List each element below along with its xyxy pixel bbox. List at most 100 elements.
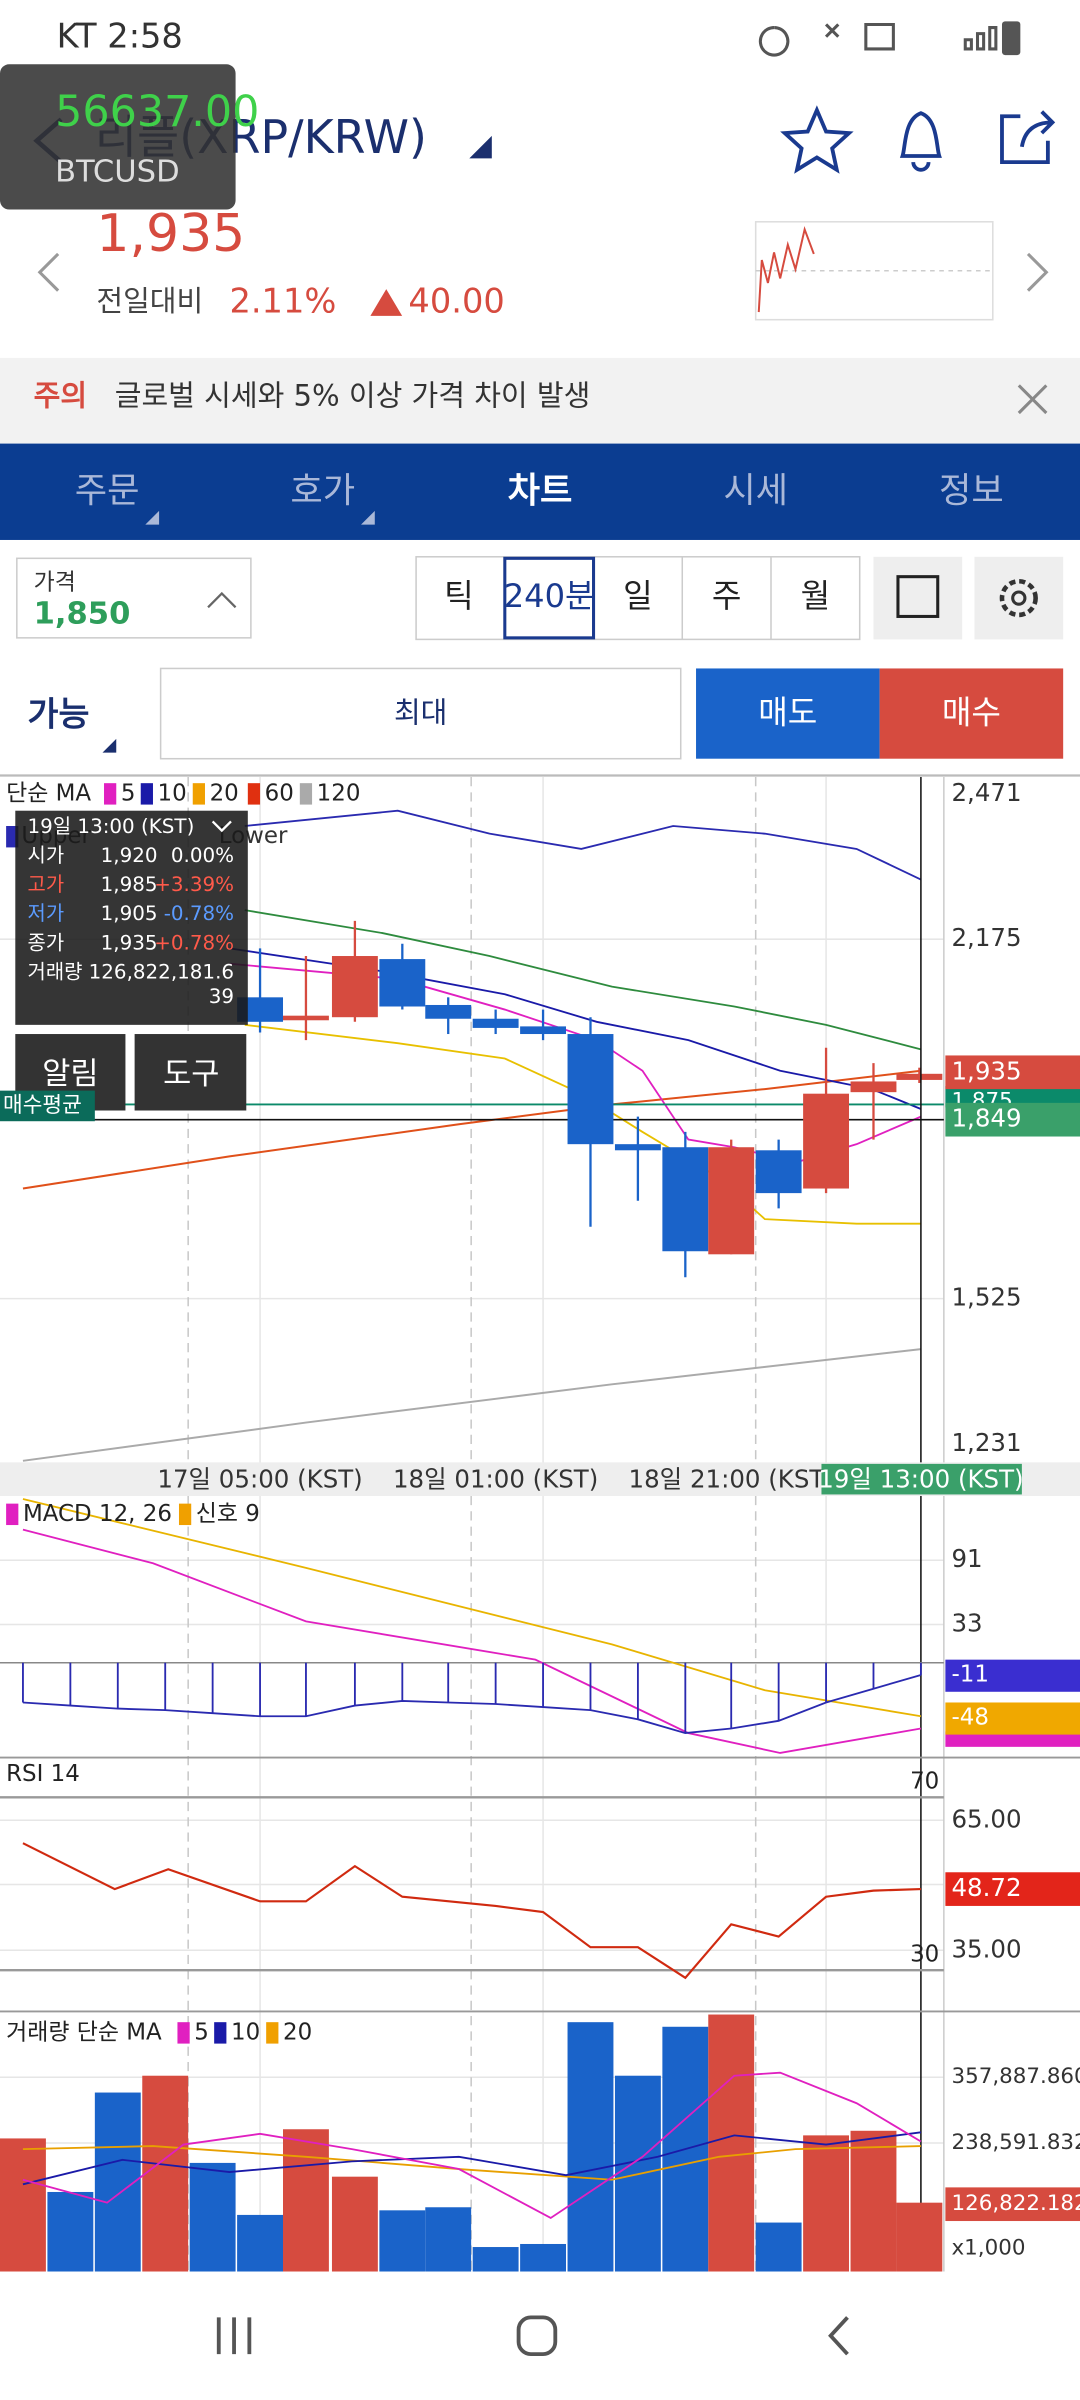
tooltip-chevron [211,820,232,833]
price-axis-label: 1,849 [952,1104,1022,1133]
change-label: 전일대비 [96,284,203,318]
candle-body [331,956,378,1018]
tooltip-rate: +0.78% [154,931,234,954]
available-caret [102,738,117,753]
tooltip-value: 1,935 [101,931,158,954]
time-axis-label: 19일 13:00 (KST) [818,1465,1023,1494]
settings-button[interactable] [974,556,1064,640]
legend-swatch [140,783,153,805]
legend-swatch [266,2022,279,2044]
nav-bar [0,2273,1080,2400]
interval[interactable]: 주 [712,577,742,615]
band-lower [244,1023,921,1225]
vol-ma-10 [22,2131,922,2186]
rsi-axis-label: 65.00 [952,1804,1022,1833]
vol-ma-5 [22,2071,922,2220]
volume-bar [472,2247,519,2272]
legend-swatch [177,2022,190,2044]
max-button[interactable] [159,667,682,760]
price-axis-label: 1,525 [952,1283,1022,1312]
available[interactable]: 가능 [28,694,90,733]
tooltip-label: 종가 [28,931,65,954]
volume-bar [189,2162,236,2272]
volume-bar [425,2207,472,2272]
tab[interactable]: 호가 [290,471,355,512]
candle-body [425,1004,472,1019]
rsi-line [22,1842,921,1980]
interval-box [415,556,861,641]
next-icon [1026,252,1049,292]
candle-body [567,1034,614,1145]
notice-message: 글로벌 시세와 5% 이상 가격 차이 발생 [115,379,591,413]
volume-bar [47,2191,94,2272]
tooltip-value: 39 [209,985,234,1008]
ma-legend: 120 [317,780,361,806]
candle-body [283,1015,329,1021]
volume-axis-label: 238,591.832 [952,2130,1080,2155]
tooltip-label: 시가 [28,844,65,867]
rsi-bounds [0,1796,944,1972]
interval-selected [503,556,596,640]
rsi-upper: 70 [910,1769,939,1795]
ma-120 [22,1348,922,1462]
interval[interactable]: 틱 [444,577,474,615]
tool-label: 도구 [163,1057,219,1092]
macd-title: MACD 12, 26 [23,1501,172,1527]
interval[interactable]: 일 [623,577,653,615]
signal-swatch [178,1503,192,1526]
time-axis-label: 18일 21:00 (KST) [629,1465,834,1494]
tooltip-label: 저가 [28,902,65,925]
tooltip-rate: 0.00% [171,844,234,867]
ma-legend: 10 [158,780,187,806]
bell-icon [899,111,942,172]
nav-home[interactable] [516,2315,558,2357]
candle-body [896,1073,943,1080]
tab[interactable]: 정보 [939,471,1004,512]
layout-icon [896,575,940,618]
band-upper [244,809,922,881]
volume-bar [237,2214,284,2272]
tooltip-label: 고가 [28,873,65,896]
up-triangle [370,289,403,316]
status-icons [758,22,998,57]
settings-hole [1011,590,1027,606]
star-icon [780,105,854,174]
candle-body [379,959,426,1007]
rsi-axis-label: 48.72 [952,1873,1022,1902]
price-box[interactable] [16,557,252,639]
interval[interactable]: 월 [801,577,831,615]
time-axis-label: 18일 01:00 (KST) [393,1465,598,1494]
volume-title: 거래량 단순 MA [6,2019,162,2045]
buy-button[interactable] [879,668,1064,759]
tab[interactable]: 차트 [508,471,573,512]
legend-swatch [247,783,261,805]
macd-axis-label: 33 [952,1608,983,1637]
tab[interactable]: 주문 [75,471,140,512]
notice-label: 주의 [34,379,87,413]
tooltip-value: 126,822,181.6 [89,960,234,983]
avg-label: 매수평균 [3,1093,82,1118]
macd-box-magenta [945,1731,1080,1747]
tab[interactable]: 시세 [723,471,788,512]
current-price: 1,935 [96,204,245,264]
layout-button[interactable] [873,556,963,640]
macd-axis-label: 91 [952,1544,983,1573]
sell-label: 매도 [758,693,817,731]
candle-body [755,1150,802,1194]
tooltip-value: 1,905 [101,902,158,925]
tooltip-value: 1,920 [101,844,158,867]
interval[interactable]: 240분 [504,577,595,615]
tool-button[interactable] [134,1034,247,1111]
macd-swatch [6,1503,19,1526]
tooltip-label: 거래량 [28,960,83,983]
candle-body [662,1147,709,1252]
volume-bar [142,2075,189,2272]
macd-axis-label: -48 [952,1704,989,1730]
axis-box-1849 [945,1102,1080,1137]
volume-bar [0,2138,46,2272]
sell-button[interactable] [696,668,880,759]
legend-swatch [104,783,117,805]
volume-bar [520,2243,567,2272]
ma-legend: 20 [210,780,239,806]
